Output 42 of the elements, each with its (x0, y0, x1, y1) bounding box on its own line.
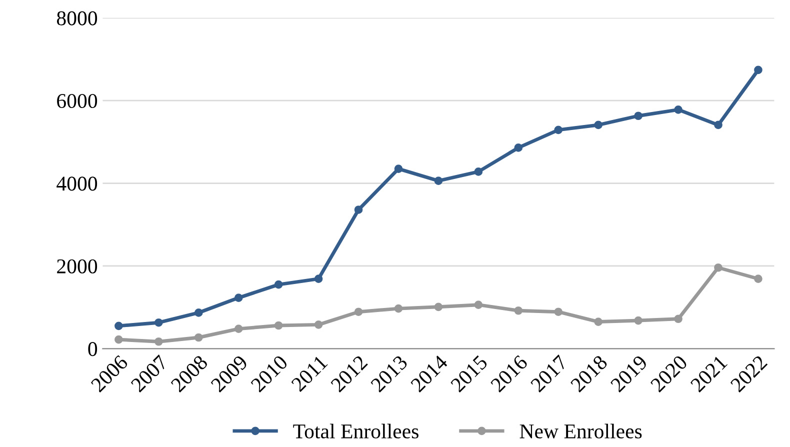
point (514, 144, 523, 152)
y-tick-label: 8000 (56, 11, 98, 26)
point (594, 120, 602, 130)
point (114, 335, 123, 344)
legend-label: Total Enrollees (293, 424, 418, 438)
point (274, 280, 283, 289)
point (674, 314, 682, 324)
point (154, 337, 163, 346)
point (354, 308, 363, 316)
point (554, 126, 563, 134)
point (234, 294, 243, 302)
point (314, 274, 323, 283)
point (474, 168, 483, 176)
point (234, 324, 243, 333)
point (354, 206, 363, 214)
point (474, 300, 483, 309)
point (194, 308, 203, 317)
point (154, 318, 163, 327)
point (674, 106, 682, 114)
point (714, 120, 722, 130)
point (314, 320, 323, 329)
y-tick-label: 4000 (56, 176, 98, 191)
y-tick-label: 0 (88, 342, 98, 356)
point (594, 318, 602, 326)
point (394, 304, 403, 313)
point (634, 316, 642, 325)
point (554, 308, 563, 316)
point (434, 302, 443, 312)
y-tick-label: 6000 (57, 94, 98, 108)
point (754, 66, 762, 74)
legend-label: New Enrollees (520, 424, 642, 438)
point (114, 322, 123, 330)
point (714, 263, 722, 272)
point (274, 321, 283, 330)
point (634, 112, 642, 120)
point (754, 274, 762, 283)
y-tick-label: 2000 (57, 259, 98, 274)
point (194, 333, 203, 342)
point (434, 176, 443, 185)
x-tick-label: 2011 (290, 354, 328, 392)
point (514, 306, 523, 315)
point (394, 164, 403, 173)
